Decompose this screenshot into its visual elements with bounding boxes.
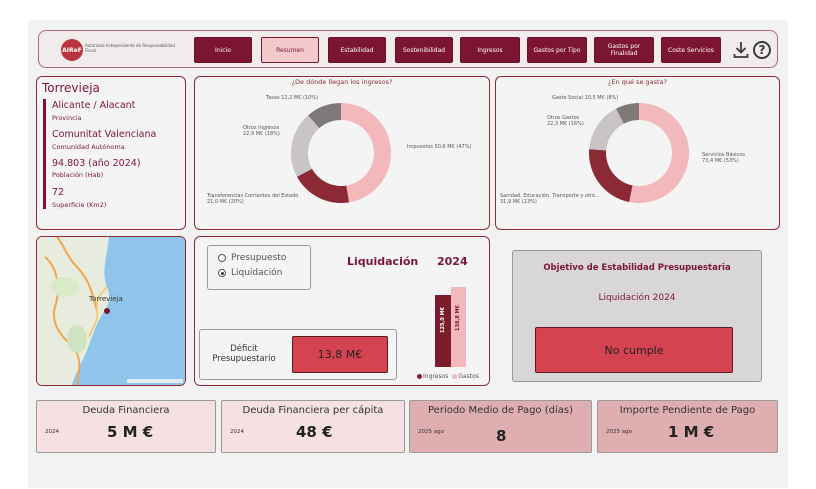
- expense-donut-chart[interactable]: [588, 102, 690, 204]
- kpi-year: 2025 ago: [606, 429, 632, 435]
- kpi-periodo-medio-pago[interactable]: Periodo Medio de Pago (días) 2025 ago 8: [409, 400, 592, 453]
- kpi-value: 5 M €: [107, 423, 154, 441]
- nav-inicio-button[interactable]: Inicio: [194, 37, 252, 63]
- community-label: Comunidad Autónoma: [52, 143, 125, 151]
- expense-bar-label: 138,8 M€: [455, 305, 461, 332]
- kpi-year: 2025 ago: [418, 429, 444, 435]
- kpi-year: 2024: [230, 429, 244, 435]
- map-place-label: Torrevieja: [89, 295, 123, 303]
- kpi-value: 1 M €: [668, 423, 715, 441]
- nav-gastos-tipo-button[interactable]: Gastos por Tipo: [527, 37, 587, 63]
- expense-slice-0[interactable]: [629, 103, 689, 203]
- municipality-card: Torrevieja Alicante / Alacant Provincia …: [36, 76, 186, 230]
- stability-subtitle: Liquidación 2024: [598, 293, 676, 303]
- liquidation-title: Liquidación: [347, 255, 419, 268]
- expense-slice-1[interactable]: [589, 149, 633, 203]
- dashboard-canvas: AIReF Autoridad Independiente de Respons…: [28, 20, 788, 488]
- nav-resumen-button[interactable]: Resumen: [261, 37, 319, 63]
- stability-objective-card: Objetivo de Estabilidad Presupuestaria L…: [512, 250, 762, 382]
- location-map[interactable]: Torrevieja: [36, 236, 186, 386]
- income-slice-3[interactable]: [308, 103, 341, 129]
- budget-mode-selector: Presupuesto Liquidación: [207, 245, 311, 290]
- surface-value: 72: [52, 187, 65, 198]
- option-label: Liquidación: [231, 268, 283, 278]
- option-presupuesto[interactable]: Presupuesto: [218, 253, 286, 263]
- kpi-title: Deuda Financiera per cápita: [242, 405, 384, 416]
- expense-slice-label: Gasto Social 10,5 M€ (8%): [552, 95, 619, 101]
- liquidation-panel: Presupuesto Liquidación Liquidación 2024…: [194, 236, 490, 386]
- deficit-label: Déficit Presupuestario: [212, 344, 276, 364]
- income-slice-0[interactable]: [341, 103, 391, 203]
- liquidation-year: 2024: [437, 255, 468, 268]
- nav-ingresos-button[interactable]: Ingresos: [460, 37, 520, 63]
- radio-selected-icon[interactable]: [218, 269, 226, 277]
- expense-slice-label: Otros Gastos 22,3 M€ (16%): [547, 115, 584, 127]
- stability-result: No cumple: [535, 327, 733, 373]
- income-chart-title: ¿De dónde llegan los ingresos?: [291, 78, 393, 86]
- kpi-deuda-financiera[interactable]: Deuda Financiera 2024 5 M €: [36, 400, 216, 453]
- income-slice-label: Impuestos 50,6 M€ (47%): [407, 144, 472, 150]
- population-value: 94.803 (año 2024): [52, 158, 141, 169]
- community-value: Comunitat Valenciana: [52, 129, 157, 140]
- income-slice-label: Transferencias Corrientes del Estado 21,…: [207, 193, 299, 205]
- expense-slice-label: Servicios Básicos 73,4 M€ (53%): [702, 152, 745, 164]
- kpi-title: Deuda Financiera: [82, 405, 170, 416]
- nav-gastos-finalidad-button[interactable]: Gastos por Finalidad: [594, 37, 654, 63]
- radio-icon[interactable]: [218, 254, 226, 262]
- legend-income: Ingresos: [417, 373, 448, 380]
- kpi-value: 8: [496, 427, 507, 445]
- kpi-deuda-per-capita[interactable]: Deuda Financiera per cápita 2024 48 €: [221, 400, 405, 453]
- option-label: Presupuesto: [231, 253, 287, 263]
- option-liquidacion[interactable]: Liquidación: [218, 268, 282, 278]
- expense-slice-label: Sanidad, Educación, Transporte y otro...…: [500, 193, 600, 205]
- income-bar[interactable]: 125,0 M€: [435, 295, 451, 367]
- income-slice-label: Otros Ingresos 22,9 M€ (18%): [243, 125, 280, 137]
- income-donut-panel: ¿De dónde llegan los ingresos? Tasas 12,…: [194, 76, 490, 230]
- province-value: Alicante / Alacant: [52, 100, 136, 111]
- kpi-year: 2024: [45, 429, 59, 435]
- expense-slice-3[interactable]: [616, 103, 639, 124]
- nav-sostenibilidad-button[interactable]: Sostenibilidad: [395, 37, 453, 63]
- airef-logo-icon[interactable]: AIReF: [61, 39, 83, 61]
- province-label: Provincia: [52, 114, 82, 122]
- accent-bar: [43, 99, 46, 209]
- help-icon[interactable]: ?: [753, 41, 771, 59]
- expense-bar[interactable]: 138,8 M€: [451, 287, 466, 367]
- kpi-title: Periodo Medio de Pago (días): [428, 405, 573, 416]
- deficit-value: 13,8 M€: [292, 336, 388, 373]
- income-slice-label: Tasas 12,2 M€ (10%): [266, 95, 318, 101]
- map-graphic: [37, 237, 185, 385]
- logo-text: Autoridad Independiente de Responsabilid…: [85, 43, 175, 53]
- surface-label: Superficie (Km2): [52, 201, 107, 209]
- income-bar-label: 125,0 M€: [440, 307, 446, 334]
- bar-legend: Ingresos Gastos: [417, 373, 479, 380]
- population-label: Población (Hab): [52, 171, 104, 179]
- income-slice-1[interactable]: [297, 168, 350, 203]
- download-icon[interactable]: [733, 41, 749, 59]
- kpi-importe-pendiente[interactable]: Importe Pendiente de Pago 2025 ago 1 M €: [597, 400, 778, 453]
- expense-slice-2[interactable]: [589, 108, 624, 151]
- top-navigation-bar: AIReF Autoridad Independiente de Respons…: [38, 30, 778, 68]
- deficit-card: Déficit Presupuestario 13,8 M€: [199, 329, 397, 380]
- expense-chart-title: ¿En qué se gasta?: [608, 78, 667, 86]
- nav-coste-servicios-button[interactable]: Coste Servicios: [661, 37, 721, 63]
- legend-expense: Gastos: [452, 373, 479, 380]
- nav-estabilidad-button[interactable]: Estabilidad: [328, 37, 386, 63]
- income-slice-2[interactable]: [291, 115, 320, 177]
- income-donut-chart[interactable]: [290, 102, 392, 204]
- expense-donut-panel: ¿En qué se gasta? Gasto Social 10,5 M€ (…: [495, 76, 780, 230]
- kpi-title: Importe Pendiente de Pago: [619, 405, 756, 416]
- kpi-value: 48 €: [296, 423, 333, 441]
- municipality-name: Torrevieja: [42, 81, 100, 95]
- stability-title: Objetivo de Estabilidad Presupuestaria: [543, 263, 731, 273]
